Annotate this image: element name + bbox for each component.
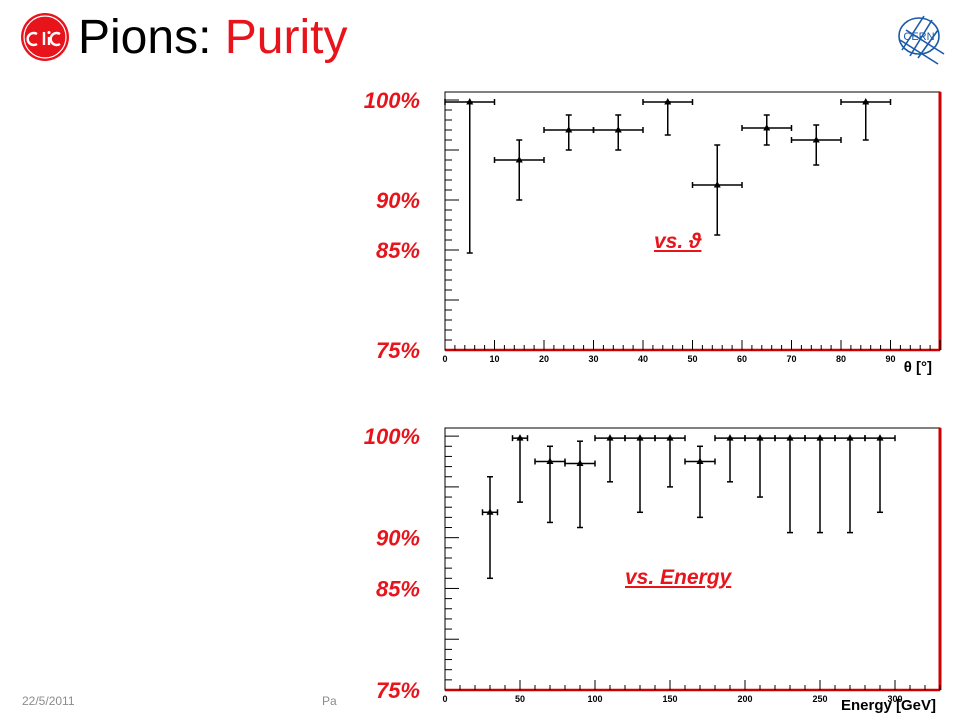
y-percent-label: 85% <box>376 238 420 263</box>
triangle-marker <box>664 98 672 105</box>
purity-vs-theta-chart: 0 10 20 30 40 50 60 70 80 90 100% 90% 85% 75% θ [°] <box>340 82 960 382</box>
x-tick-label: 30 <box>588 354 598 364</box>
y-percent-label: 90% <box>376 188 420 213</box>
slide-title-accent: Purity <box>224 11 348 64</box>
y-percent-label: 90% <box>376 526 420 551</box>
triangle-marker <box>812 136 820 143</box>
y-percent-label: 100% <box>364 424 420 449</box>
triangle-marker <box>516 434 524 441</box>
x-tick-label: 100 <box>587 694 602 704</box>
x-tick-label: 60 <box>737 354 747 364</box>
purity-vs-theta-svg: 0 10 20 30 40 50 60 70 80 90 100% 90% 85% 75% θ [°] <box>364 88 942 376</box>
plot-frame <box>444 91 941 351</box>
triangle-marker <box>726 434 734 441</box>
x-tick-label: 0 <box>442 694 447 704</box>
x-tick-label: 20 <box>539 354 549 364</box>
plot-frame <box>444 427 941 691</box>
data-point <box>774 434 806 534</box>
data-point <box>543 114 595 151</box>
data-point <box>564 440 596 529</box>
data-point <box>642 98 694 136</box>
purity-vs-energy-svg: 0 50 100 150 200 250 300 100% 90% 85% 75% Energy … <box>364 424 942 714</box>
triangle-marker <box>606 434 614 441</box>
data-point <box>790 124 842 166</box>
data-point <box>481 475 499 580</box>
x-tick-label: 10 <box>489 354 499 364</box>
x-tick-label: 50 <box>515 694 525 704</box>
triangle-marker <box>466 98 474 105</box>
x-tick-label: 40 <box>638 354 648 364</box>
data-point <box>592 114 644 151</box>
y-percent-label: 75% <box>376 338 420 363</box>
slide-title-prefix: Pions: <box>78 11 225 64</box>
data-point <box>741 114 793 146</box>
triangle-marker <box>846 434 854 441</box>
triangle-marker <box>763 124 771 131</box>
triangle-marker <box>862 98 870 105</box>
x-tick-label: 150 <box>662 694 677 704</box>
triangle-marker <box>515 156 523 163</box>
data-point <box>654 434 686 488</box>
y-percent-label: 100% <box>364 88 420 113</box>
triangle-marker <box>876 434 884 441</box>
purity-vs-energy-chart: 0 50 100 150 200 250 300 100% 90% 85% 75% Energy … <box>340 418 960 720</box>
data-point <box>444 98 496 254</box>
triangle-marker <box>816 434 824 441</box>
y-percent-label: 85% <box>376 576 420 601</box>
x-tick-label: 90 <box>885 354 895 364</box>
data-point <box>804 434 836 534</box>
data-point <box>864 434 896 514</box>
triangle-marker <box>713 181 721 188</box>
footer-date: 22/5/2011 <box>22 694 75 708</box>
x-axis-title: θ [°] <box>904 359 932 376</box>
x-tick-label: 0 <box>442 354 447 364</box>
triangle-marker <box>636 434 644 441</box>
cern-logo: CERN <box>898 15 945 65</box>
triangle-marker <box>696 457 704 465</box>
vs-theta-label: vs. ϑ <box>654 230 702 253</box>
svg-text:CERN: CERN <box>903 31 934 43</box>
x-tick-label: 80 <box>836 354 846 364</box>
y-percent-label: 75% <box>376 678 420 703</box>
triangle-marker <box>786 434 794 441</box>
triangle-marker <box>565 126 573 133</box>
triangle-marker <box>756 434 764 441</box>
data-point <box>511 434 529 503</box>
triangle-marker <box>486 508 494 515</box>
clic-logo <box>21 13 69 61</box>
triangle-marker <box>546 457 554 465</box>
data-point <box>493 139 545 201</box>
x-axis-title: Energy [GeV] <box>841 697 936 714</box>
data-point <box>691 144 743 236</box>
slide-title: Pions: Purity <box>78 8 347 68</box>
x-tick-label: 50 <box>687 354 697 364</box>
vs-energy-label: vs. Energy <box>625 566 732 589</box>
data-point <box>840 98 892 141</box>
x-tick-label: 300 <box>887 694 902 704</box>
data-point <box>624 434 656 514</box>
x-tick-label: 250 <box>812 694 827 704</box>
triangle-marker <box>666 434 674 441</box>
triangle-marker <box>576 459 584 467</box>
x-tick-label: 70 <box>786 354 796 364</box>
footer-page-label: Pa <box>322 694 337 708</box>
triangle-marker <box>614 126 622 133</box>
data-point <box>684 445 716 519</box>
x-tick-label: 200 <box>737 694 752 704</box>
data-point <box>744 434 776 498</box>
